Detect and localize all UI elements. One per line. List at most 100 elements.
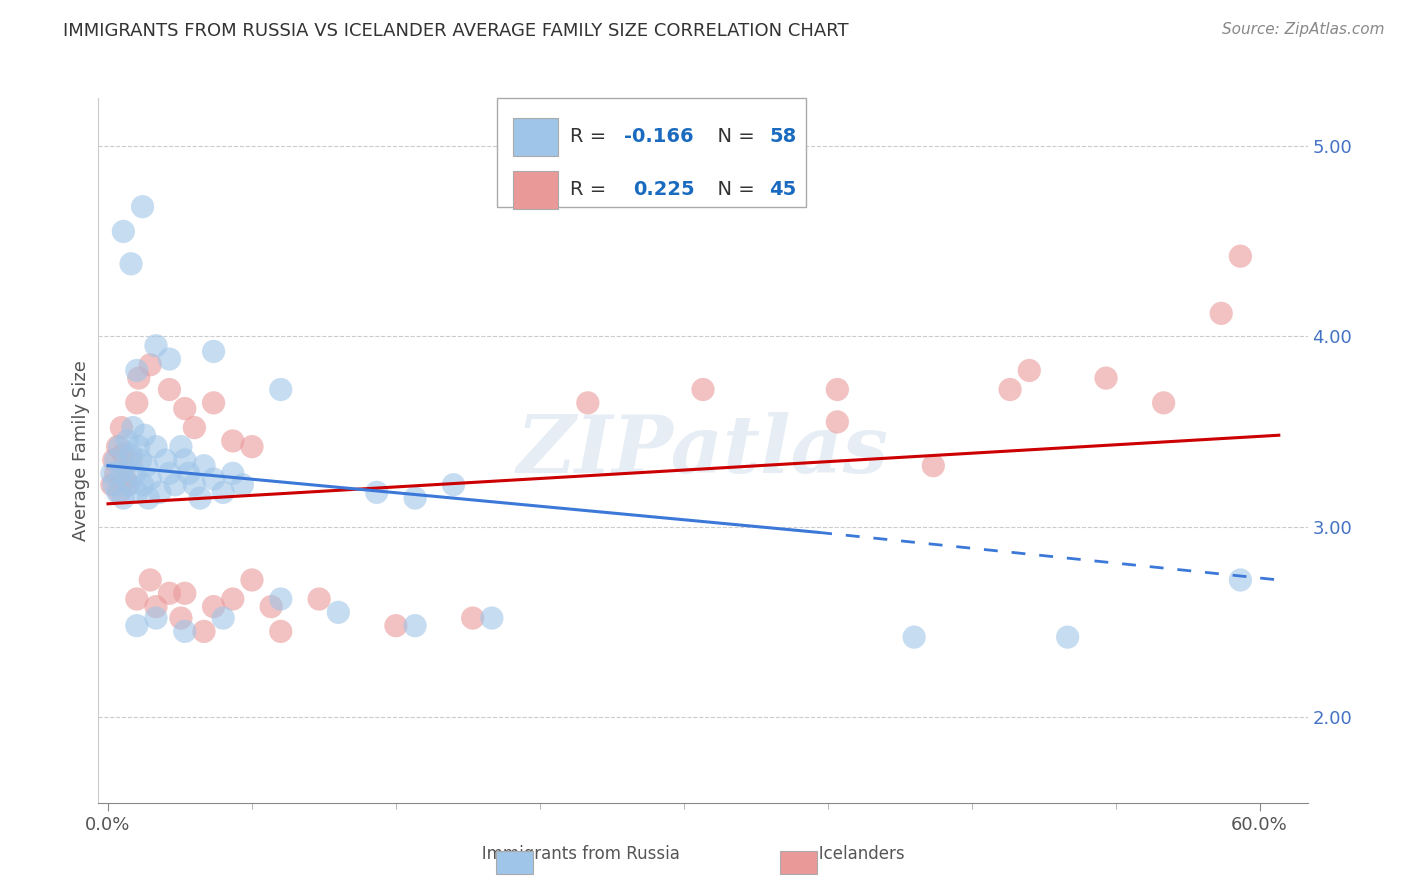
- Point: [212, 611, 235, 625]
- Point: [222, 467, 245, 481]
- Point: [125, 485, 148, 500]
- Point: [145, 611, 167, 625]
- Text: IMMIGRANTS FROM RUSSIA VS ICELANDER AVERAGE FAMILY SIZE CORRELATION CHART: IMMIGRANTS FROM RUSSIA VS ICELANDER AVER…: [63, 22, 849, 40]
- Point: [481, 611, 503, 625]
- Point: [922, 458, 945, 473]
- Point: [114, 458, 136, 473]
- Point: [131, 477, 153, 491]
- Point: [193, 624, 215, 639]
- Point: [173, 624, 195, 639]
- Point: [202, 599, 225, 614]
- Point: [129, 453, 152, 467]
- Point: [104, 467, 127, 481]
- Point: [110, 467, 132, 481]
- FancyBboxPatch shape: [498, 98, 806, 207]
- Point: [101, 477, 124, 491]
- Text: N =: N =: [706, 128, 762, 146]
- Point: [104, 453, 127, 467]
- Point: [165, 477, 187, 491]
- Point: [159, 383, 181, 397]
- Point: [183, 420, 205, 434]
- Point: [110, 420, 132, 434]
- Point: [118, 477, 141, 491]
- Point: [1211, 306, 1233, 320]
- FancyBboxPatch shape: [513, 118, 558, 156]
- Point: [136, 491, 159, 505]
- Text: ZIPatlas: ZIPatlas: [517, 412, 889, 489]
- Point: [170, 611, 193, 625]
- Point: [145, 599, 167, 614]
- Point: [903, 630, 925, 644]
- Point: [159, 467, 181, 481]
- Point: [125, 363, 148, 377]
- Point: [212, 485, 235, 500]
- Point: [139, 472, 162, 486]
- Text: 45: 45: [769, 180, 797, 199]
- Point: [159, 352, 181, 367]
- Point: [404, 491, 426, 505]
- Y-axis label: Average Family Size: Average Family Size: [72, 360, 90, 541]
- Point: [101, 467, 124, 481]
- Point: [122, 420, 145, 434]
- Point: [173, 401, 195, 416]
- Point: [139, 358, 162, 372]
- Point: [145, 339, 167, 353]
- FancyBboxPatch shape: [513, 170, 558, 209]
- Text: Immigrants from Russia: Immigrants from Russia: [444, 846, 681, 863]
- Point: [1095, 371, 1118, 385]
- Text: -0.166: -0.166: [624, 128, 695, 146]
- Point: [103, 477, 125, 491]
- Point: [240, 440, 263, 454]
- Point: [308, 592, 330, 607]
- Point: [120, 447, 142, 461]
- Point: [188, 491, 211, 505]
- Point: [827, 383, 849, 397]
- Point: [124, 467, 146, 481]
- Point: [692, 383, 714, 397]
- Point: [107, 485, 129, 500]
- Point: [170, 440, 193, 454]
- Point: [155, 453, 177, 467]
- Text: 0.225: 0.225: [633, 180, 695, 199]
- Point: [1153, 396, 1175, 410]
- Point: [193, 458, 215, 473]
- Point: [115, 477, 138, 491]
- Text: N =: N =: [706, 180, 762, 199]
- Point: [125, 592, 148, 607]
- Point: [107, 440, 129, 454]
- Point: [461, 611, 484, 625]
- Point: [139, 573, 162, 587]
- Point: [112, 491, 135, 505]
- Point: [108, 485, 131, 500]
- Point: [202, 472, 225, 486]
- Point: [270, 592, 292, 607]
- Point: [115, 434, 138, 448]
- Point: [1018, 363, 1040, 377]
- Point: [108, 440, 131, 454]
- Point: [145, 440, 167, 454]
- Point: [183, 477, 205, 491]
- Point: [404, 618, 426, 632]
- Point: [159, 586, 181, 600]
- Point: [1056, 630, 1078, 644]
- Point: [328, 605, 350, 619]
- Point: [222, 434, 245, 448]
- Point: [135, 458, 157, 473]
- Point: [202, 396, 225, 410]
- Point: [134, 428, 156, 442]
- Point: [576, 396, 599, 410]
- Point: [270, 624, 292, 639]
- Point: [827, 415, 849, 429]
- Text: 58: 58: [769, 128, 797, 146]
- Point: [1229, 249, 1251, 263]
- Point: [443, 477, 465, 491]
- Point: [231, 477, 253, 491]
- Point: [112, 447, 135, 461]
- Point: [260, 599, 283, 614]
- Point: [128, 440, 150, 454]
- Point: [112, 224, 135, 238]
- Point: [385, 618, 408, 632]
- Point: [1229, 573, 1251, 587]
- Point: [120, 453, 142, 467]
- Point: [366, 485, 388, 500]
